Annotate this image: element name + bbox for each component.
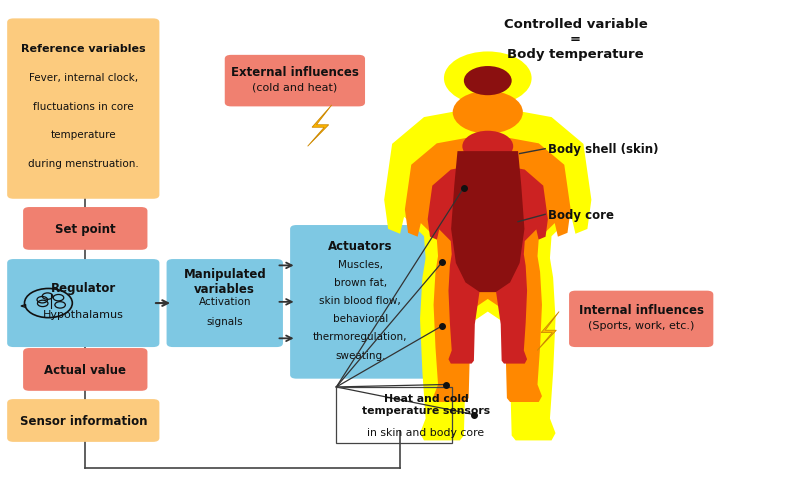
Circle shape	[444, 52, 532, 106]
Polygon shape	[384, 111, 591, 441]
Text: Internal influences: Internal influences	[578, 303, 704, 316]
Text: Body shell (skin): Body shell (skin)	[547, 143, 658, 156]
Text: temperature: temperature	[50, 130, 116, 140]
Polygon shape	[405, 138, 570, 402]
Text: (Sports, work, etc.): (Sports, work, etc.)	[588, 321, 694, 331]
FancyBboxPatch shape	[7, 260, 159, 347]
FancyBboxPatch shape	[569, 291, 714, 347]
Polygon shape	[451, 152, 525, 292]
Text: thermoregulation,: thermoregulation,	[313, 332, 407, 342]
Text: skin blood flow,: skin blood flow,	[319, 295, 401, 305]
Circle shape	[462, 131, 513, 163]
Text: (cold and heat): (cold and heat)	[252, 82, 338, 92]
Text: Actuators: Actuators	[328, 239, 393, 252]
Text: fluctuations in core: fluctuations in core	[33, 102, 134, 111]
Text: Actual value: Actual value	[44, 363, 126, 376]
Text: Controlled variable
=
Body temperature: Controlled variable = Body temperature	[503, 19, 647, 61]
Text: signals: signals	[206, 316, 243, 326]
Circle shape	[453, 92, 523, 134]
FancyBboxPatch shape	[290, 225, 430, 379]
Text: behavioral: behavioral	[333, 314, 388, 324]
Text: Fever, internal clock,: Fever, internal clock,	[29, 73, 138, 83]
Text: Manipulated
variables: Manipulated variables	[183, 267, 266, 295]
FancyBboxPatch shape	[166, 260, 283, 347]
Text: Set point: Set point	[55, 223, 115, 235]
Polygon shape	[308, 106, 332, 147]
Text: Body core: Body core	[547, 208, 614, 222]
Text: Regulator: Regulator	[50, 281, 116, 294]
Polygon shape	[428, 166, 548, 364]
Text: External influences: External influences	[231, 66, 359, 79]
Text: Heat and cold
temperature sensors: Heat and cold temperature sensors	[362, 393, 490, 415]
Text: Activation: Activation	[198, 296, 251, 306]
FancyBboxPatch shape	[7, 399, 159, 442]
Text: Reference variables: Reference variables	[21, 44, 146, 54]
FancyBboxPatch shape	[23, 348, 147, 391]
Text: sweating.: sweating.	[335, 350, 386, 360]
Text: Hypothalamus: Hypothalamus	[43, 309, 124, 319]
Text: Muscles,: Muscles,	[338, 259, 382, 269]
Text: in skin and body core: in skin and body core	[367, 427, 485, 437]
Text: during menstruation.: during menstruation.	[28, 159, 138, 169]
FancyBboxPatch shape	[7, 20, 159, 200]
FancyBboxPatch shape	[225, 56, 365, 107]
Text: Sensor information: Sensor information	[19, 414, 147, 427]
FancyBboxPatch shape	[23, 207, 147, 250]
Text: brown fat,: brown fat,	[334, 277, 387, 287]
Circle shape	[464, 67, 512, 96]
Polygon shape	[537, 312, 559, 351]
